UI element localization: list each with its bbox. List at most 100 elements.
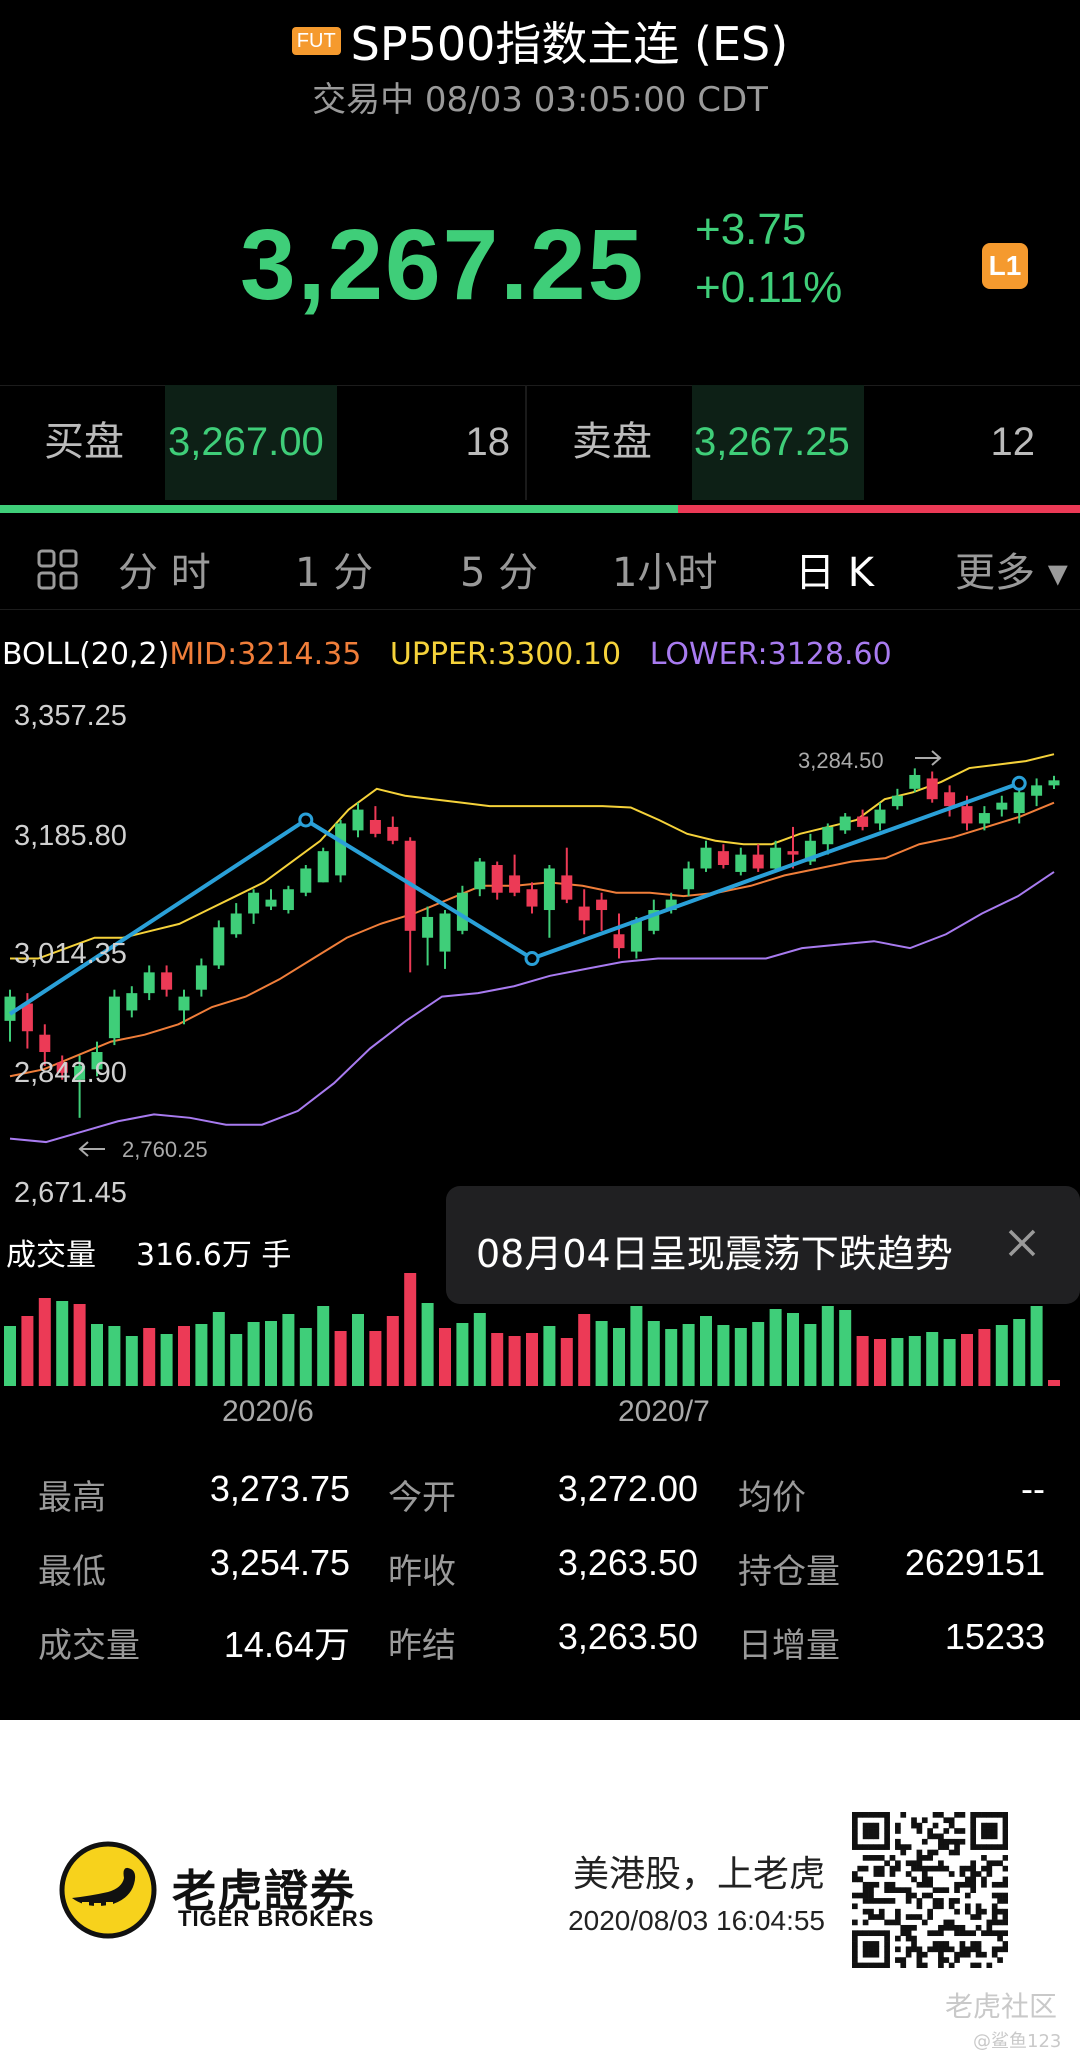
volume-bar [91,1324,103,1386]
grid-icon[interactable] [36,548,80,592]
volume-bar [334,1331,347,1386]
candle-body [1048,780,1060,786]
candle-body [926,778,938,800]
stat-value: 3,263.50 [557,1616,698,1657]
stat-label: 最低 [38,1552,106,1592]
volume-bar [1030,1306,1043,1386]
stat-value: 3,272.00 [557,1468,698,1509]
boll-mid-line [9,801,1055,1078]
volume-bar [543,1326,556,1386]
candle-body [735,854,747,872]
y-axis-label: 3,014.35 [14,938,127,970]
candlestick-chart[interactable] [0,0,1080,1400]
tab-5min[interactable]: 5 分 [460,550,539,596]
volume-bar [386,1316,399,1386]
price-change: +3.75 [695,205,807,254]
trend-toast[interactable] [446,1186,1080,1304]
volume-bar [299,1328,312,1386]
tab-1min[interactable]: 1 分 [295,550,374,596]
tiger-logo-icon [59,1841,157,1939]
candle-body [978,813,990,824]
x-axis-label: 2020/7 [618,1395,710,1428]
boll-upper-line [10,753,1055,960]
candle-body [857,816,869,827]
volume-bar [352,1314,364,1386]
candle-body [143,972,155,994]
volume-bar [961,1334,973,1386]
candle-body [891,795,903,807]
boll-label: BOLL(20,2) [2,637,170,672]
candle-body [91,1052,103,1070]
candle-body [787,851,799,855]
candle-body [369,819,381,834]
candle-body [265,899,277,907]
volume-bar [143,1328,156,1386]
volume-bar [891,1338,904,1386]
stat-value: 15233 [944,1616,1045,1657]
volume-bar [717,1325,730,1386]
toast-text: 08月04日呈现震荡下跌趋势 [476,1232,953,1276]
tab-more[interactable]: 更多 ▾ [955,550,1068,596]
candle-body [526,889,538,907]
volume-bar [769,1309,782,1386]
last-price: 3,267.25 [240,209,646,321]
stat-value: 2629151 [904,1542,1045,1583]
volume-bar [108,1326,121,1386]
volume-value: 316.6万 手 [136,1238,292,1273]
boll-indicator[interactable]: BOLL(20,2)MID:3214.35 UPPER:3300.10 LOWE… [2,637,892,672]
volume-bar [317,1306,330,1386]
volume-bar [821,1306,834,1386]
candle-body [108,996,120,1039]
ask-size: 12 [990,420,1036,464]
bid-size: 18 [465,420,511,464]
low-marker-label: 2,760.25 [122,1137,208,1162]
candle-body [752,854,764,869]
candle-body [561,875,573,900]
close-icon[interactable] [1000,1221,1044,1265]
volume-bar [56,1301,69,1386]
candle-body [996,802,1008,810]
candle-body [822,826,834,845]
volume-bar [647,1321,660,1386]
stat-label: 均价 [738,1478,806,1518]
high-arrow-icon [915,750,942,766]
volume-bar [1013,1319,1026,1386]
volume-bar [456,1323,469,1386]
candle-body [1031,785,1043,796]
volume-bar [265,1321,277,1386]
volume-bar [874,1339,886,1386]
volume-bar [369,1331,382,1386]
bid-ratio-bar [0,505,678,513]
candle-body [352,809,364,831]
tab-daily-k[interactable]: 日 K [795,550,874,596]
candle-body [282,889,294,911]
volume-bar [752,1322,765,1386]
volume-bar [578,1314,591,1386]
stat-value: 3,273.75 [209,1468,350,1509]
volume-bar [282,1314,295,1386]
volume-bar [21,1316,34,1386]
candle-body [56,1062,68,1073]
candle-body [613,934,625,949]
volume-bar [73,1304,86,1386]
volume-bar [4,1326,16,1386]
tab-1hour[interactable]: 1小时 [612,550,718,596]
stat-label: 今开 [388,1478,456,1518]
volume-bar [473,1313,486,1386]
volume-bar [839,1310,852,1386]
boll-mid: MID:3214.35 [169,637,362,672]
tab-timeshare[interactable]: 分 时 [118,550,211,596]
volume-bar [1048,1380,1060,1386]
candle-body [491,865,503,893]
volume-bar [212,1312,225,1386]
level1-badge-icon[interactable]: L1 [982,243,1028,289]
trading-status: 交易中 08/03 03:05:00 CDT [312,80,768,120]
stat-value: -- [1021,1468,1045,1509]
trend-point [1011,775,1027,791]
volume-bar [508,1336,521,1386]
volume-label: 成交量 [6,1238,96,1273]
volume-bar [560,1338,573,1386]
high-marker-label: 3,284.50 [798,748,884,773]
candle-body [909,774,921,789]
boll-lower: LOWER:3128.60 [649,637,892,672]
